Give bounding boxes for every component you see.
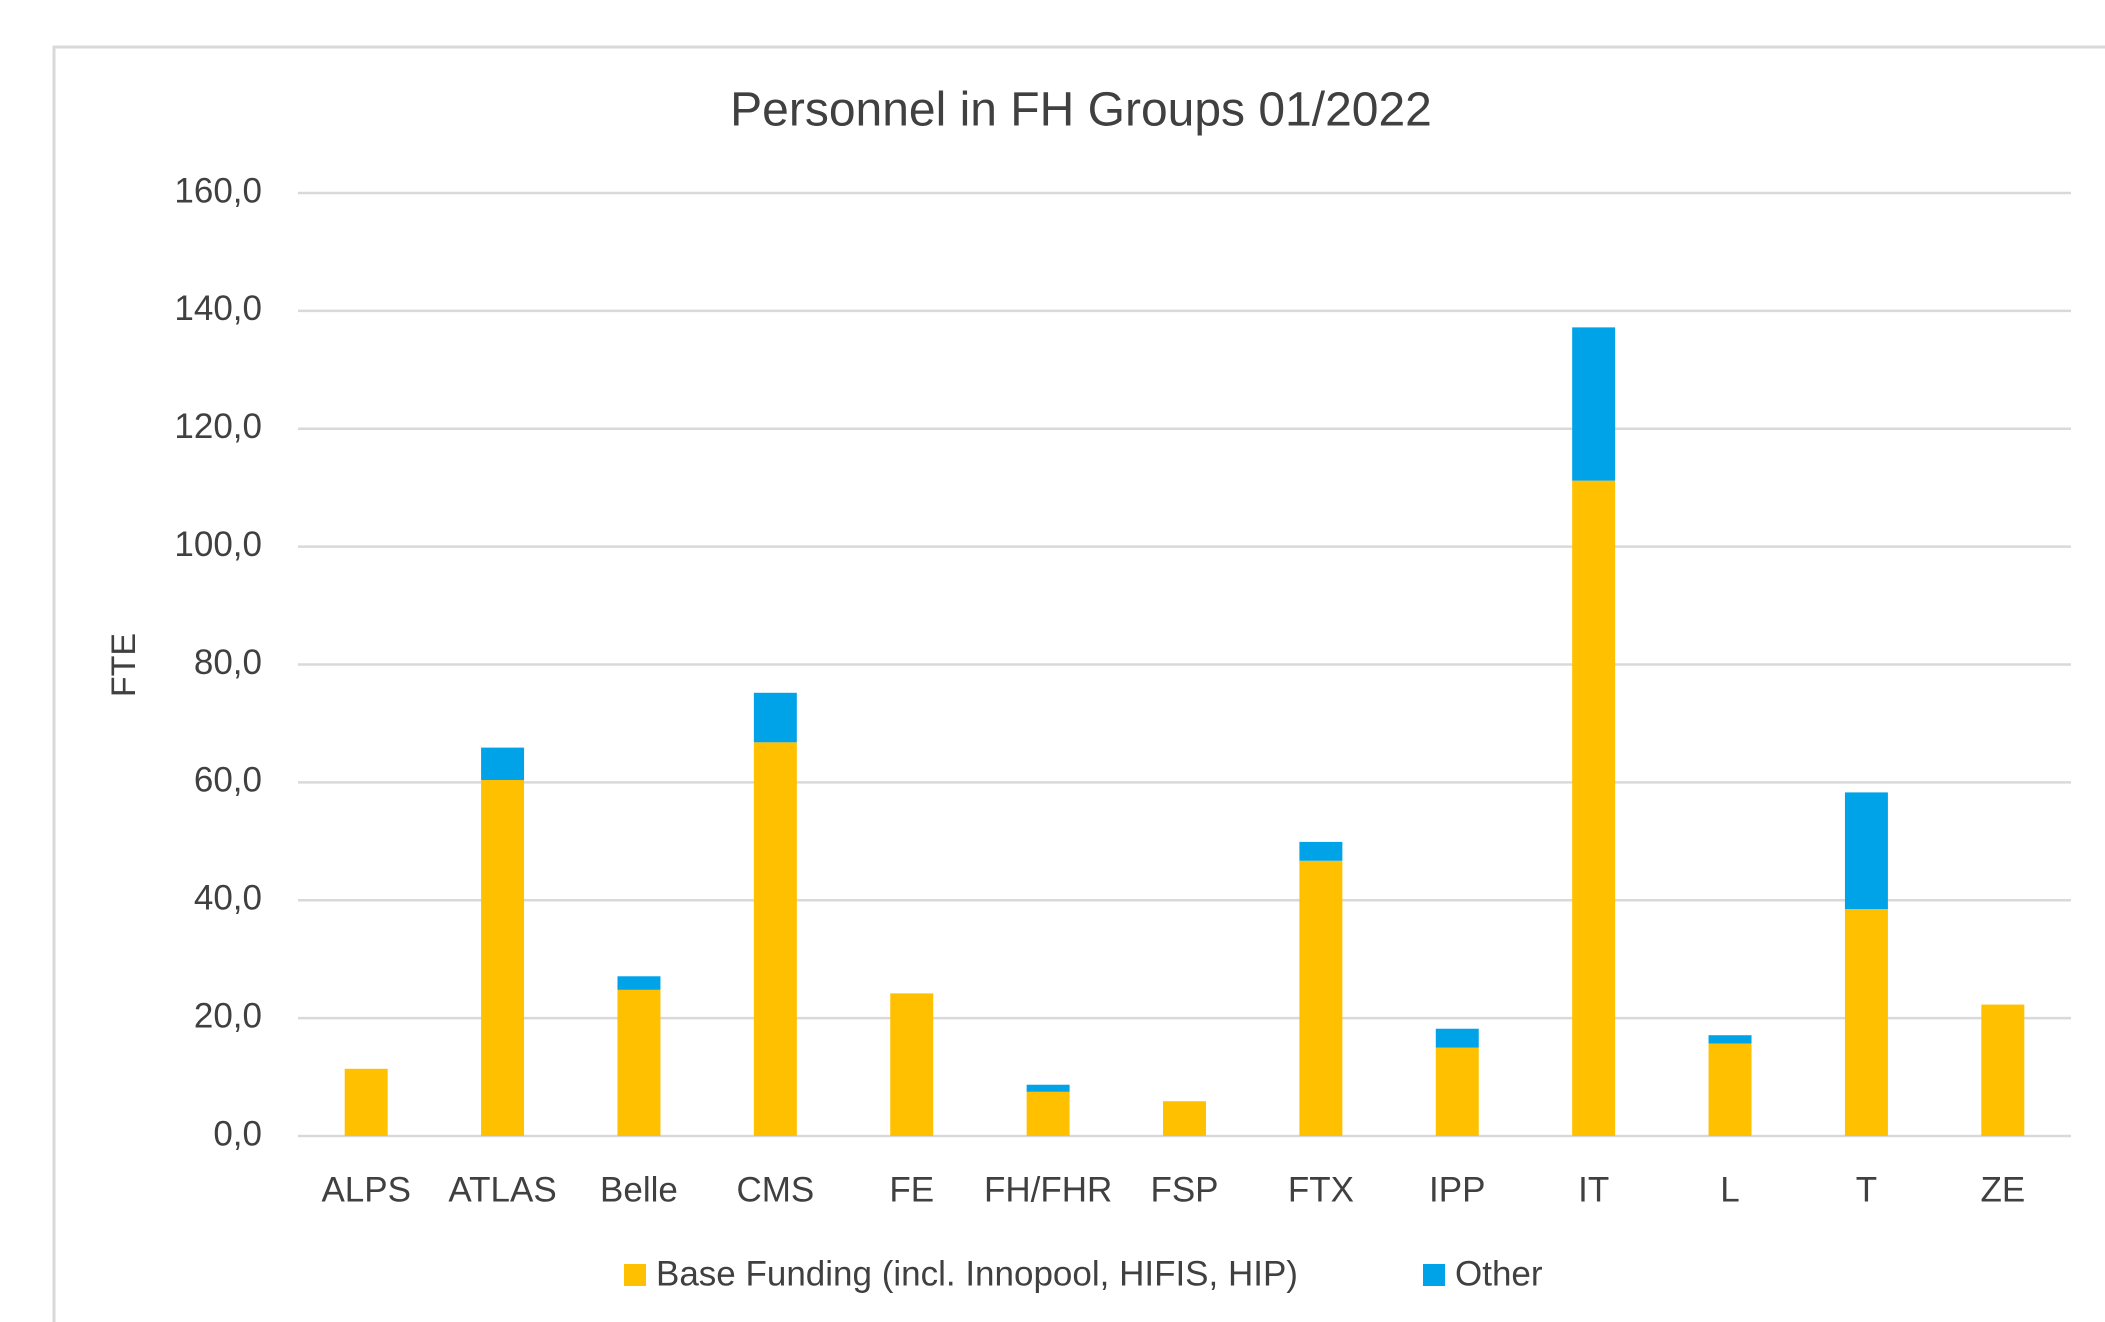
bar-segment	[753, 692, 797, 743]
x-tick-label: CMS	[736, 1170, 814, 1209]
bar-segment	[344, 1068, 388, 1136]
legend-label: Base Funding (incl. Innopool, HIFIS, HIP…	[656, 1254, 1298, 1293]
chart-title: Personnel in FH Groups 01/2022	[730, 84, 1432, 137]
legend-swatch	[624, 1264, 646, 1286]
chart-frame	[52, 45, 2105, 1322]
x-tick-label: ZE	[1980, 1170, 2025, 1209]
y-tick-label: 140,0	[174, 289, 262, 328]
bar-segment	[1844, 909, 1888, 1136]
bar-segment	[1026, 1091, 1070, 1136]
legend-swatch	[1423, 1264, 1445, 1286]
x-tick-label: ALPS	[321, 1170, 411, 1209]
x-tick-label: Belle	[600, 1170, 678, 1209]
y-tick-label: 0,0	[213, 1114, 262, 1153]
bar-segment	[1708, 1035, 1752, 1044]
bar-segment	[1435, 1028, 1479, 1048]
y-tick-label: 80,0	[194, 643, 262, 682]
bar-segment	[481, 780, 525, 1136]
bar-segment	[1026, 1084, 1070, 1092]
bar-segment	[890, 993, 934, 1136]
x-tick-label: ATLAS	[448, 1170, 556, 1209]
bar-segment	[481, 747, 525, 781]
bar-segment	[1572, 480, 1616, 1136]
x-tick-label: FSP	[1150, 1170, 1218, 1209]
bar-segment	[617, 976, 661, 990]
x-tick-label: FE	[889, 1170, 934, 1209]
bar-segment	[1572, 327, 1616, 481]
bar-segment	[1435, 1047, 1479, 1136]
bar-segment	[1299, 860, 1343, 1136]
y-tick-label: 120,0	[174, 407, 262, 446]
bar-segment	[753, 742, 797, 1136]
bar-segment	[1163, 1101, 1206, 1136]
x-tick-label: IPP	[1429, 1170, 1485, 1209]
y-axis-label: FTE	[105, 633, 143, 697]
x-tick-label: IT	[1578, 1170, 1609, 1209]
y-tick-label: 20,0	[194, 996, 262, 1035]
x-tick-label: FH/FHR	[984, 1170, 1112, 1209]
x-tick-label: FTX	[1288, 1170, 1354, 1209]
y-tick-label: 100,0	[174, 525, 262, 564]
y-tick-label: 160,0	[174, 171, 262, 210]
bar-segment	[1708, 1043, 1752, 1136]
bar-segment	[1299, 841, 1343, 861]
y-tick-label: 60,0	[194, 761, 262, 800]
y-tick-label: 40,0	[194, 879, 262, 918]
x-tick-label: L	[1720, 1170, 1739, 1209]
legend-label: Other	[1455, 1254, 1543, 1293]
bar-segment	[1844, 792, 1888, 910]
x-tick-label: T	[1856, 1170, 1877, 1209]
bar-segment	[617, 989, 661, 1136]
bar-segment	[1981, 1004, 2025, 1136]
